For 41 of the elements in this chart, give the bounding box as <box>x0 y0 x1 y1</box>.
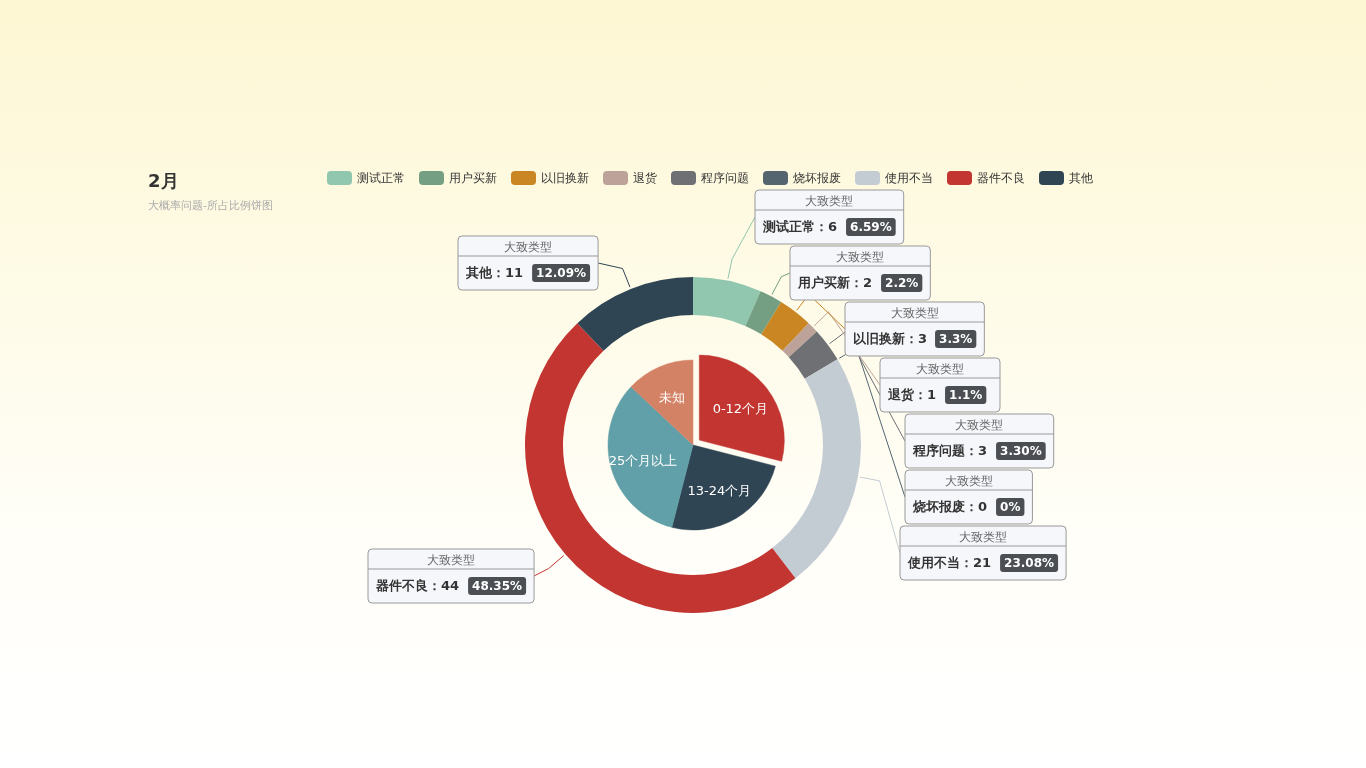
data-label: 用户买新：2 2.2% <box>797 275 919 290</box>
legend-label: 器件不良 <box>977 171 1025 185</box>
text: 大致类型 <box>916 362 964 376</box>
data-label: 程序问题：3 3.30% <box>912 443 1042 458</box>
slice-label: 未知 <box>659 390 686 406</box>
data-label: 以旧换新：3 3.3% <box>853 331 973 346</box>
legend-label: 其他 <box>1069 171 1093 185</box>
donut-slice <box>745 291 782 335</box>
donut-slice <box>525 323 796 613</box>
donut-slice <box>788 331 838 379</box>
data-label: 退货：1 1.1% <box>887 387 983 402</box>
data-label: 器件不良：44 48.35% <box>375 578 523 593</box>
donut-slice <box>772 359 861 579</box>
legend-label: 烧坏报废 <box>793 171 841 185</box>
data-label: 使用不当：21 23.08% <box>907 555 1055 570</box>
legend-label: 测试正常 <box>357 171 405 185</box>
slice-label: 25个月以上 <box>608 452 678 468</box>
text: 大致类型 <box>944 474 993 488</box>
text: 大致类型 <box>504 240 553 254</box>
data-label: 其他：11 12.09% <box>465 265 587 280</box>
legend-label: 程序问题 <box>701 171 749 185</box>
text: 大致类型 <box>427 553 476 567</box>
donut-slice <box>693 277 761 326</box>
text: 大概率问题-所占比例饼图 <box>148 199 273 212</box>
text: 大致类型 <box>955 418 1004 432</box>
text: 大致类型 <box>805 194 854 208</box>
text: 2月 <box>148 170 179 191</box>
legend-label: 使用不当 <box>885 171 933 185</box>
text: 大致类型 <box>959 530 1008 544</box>
data-label: 测试正常：6 6.59% <box>762 219 892 234</box>
slice-label: 13-24个月 <box>687 482 752 498</box>
text: 烧坏报废：0 0% <box>913 499 1021 514</box>
legend-label: 以旧换新 <box>541 171 589 185</box>
slice-label: 0-12个月 <box>712 401 769 417</box>
donut-slice <box>577 277 693 351</box>
text: 大致类型 <box>836 250 885 264</box>
donut-slice <box>761 301 809 351</box>
text: 大致类型 <box>890 306 939 320</box>
donut-slice <box>782 323 817 358</box>
legend-label: 用户买新 <box>449 171 497 185</box>
legend-label: 退货 <box>633 171 657 185</box>
